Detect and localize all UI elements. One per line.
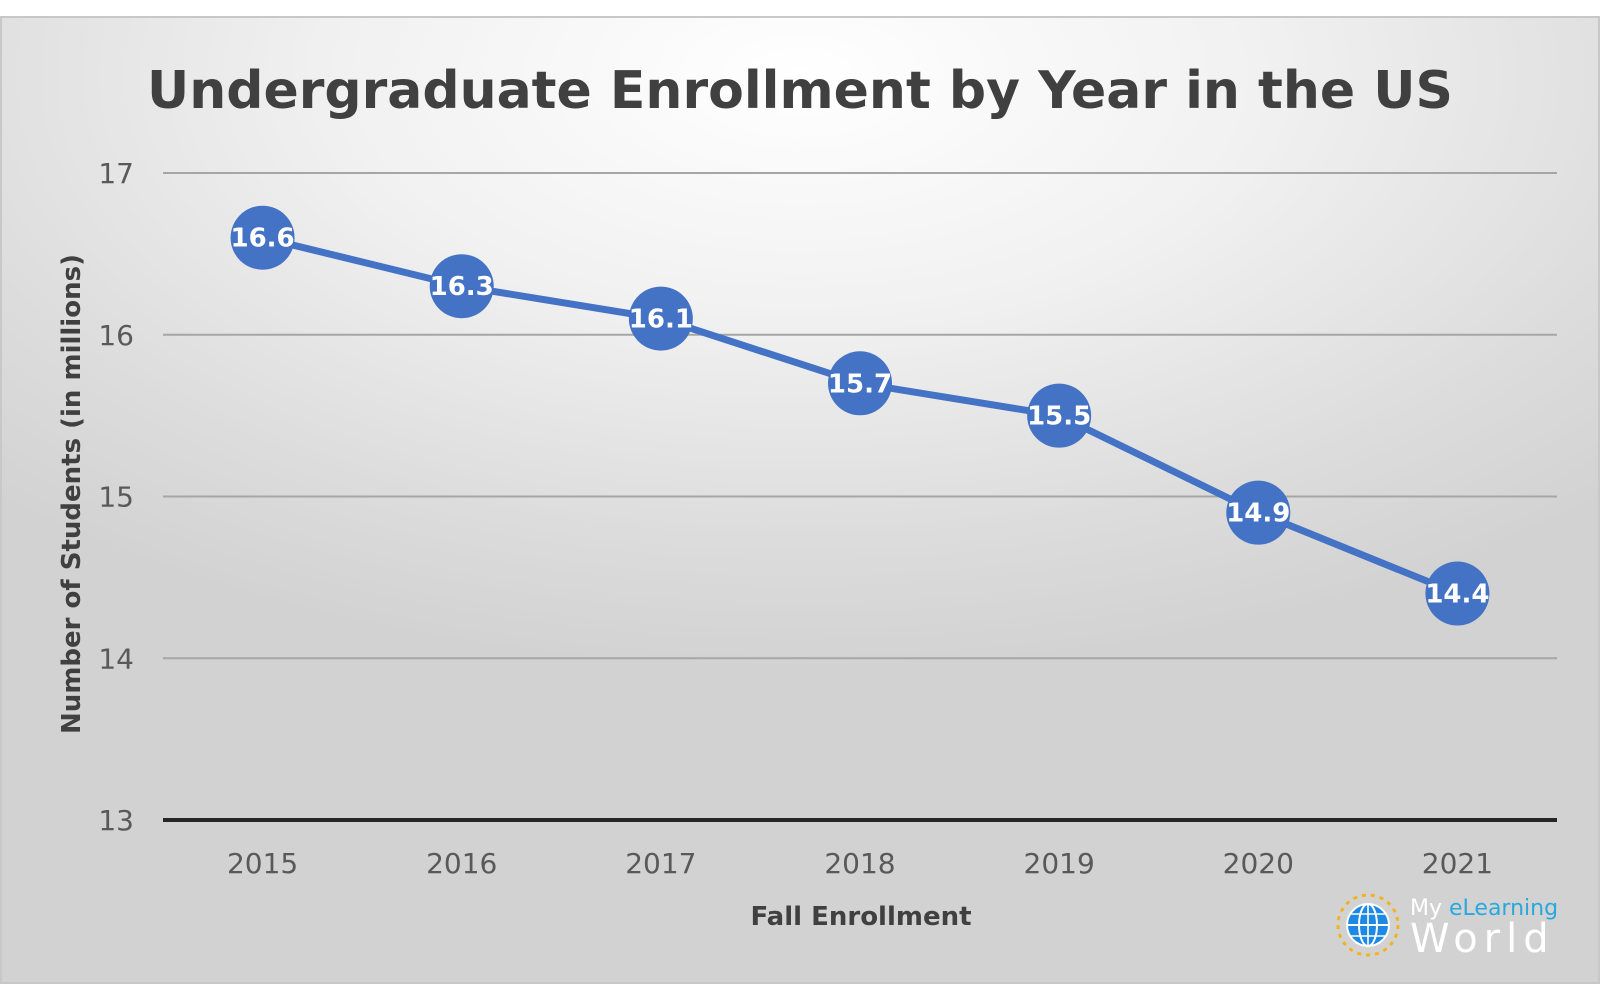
series-enrollment: 16.6 16.3 16.1 15.7 15.5 14.9 14.4 bbox=[230, 205, 1490, 626]
chart-title: Undergraduate Enrollment by Year in the … bbox=[147, 61, 1453, 121]
data-point-marker bbox=[628, 286, 693, 351]
data-point-marker bbox=[1027, 383, 1092, 448]
y-axis-title: Number of Students (in millions) bbox=[57, 254, 87, 734]
brand-logo: My eLearning World bbox=[1336, 893, 1558, 962]
y-tick-label: 13 bbox=[98, 804, 134, 837]
y-tick-label: 17 bbox=[98, 157, 134, 190]
data-point-marker bbox=[230, 205, 295, 270]
globe-icon bbox=[1336, 893, 1400, 957]
data-point-marker bbox=[1425, 561, 1490, 626]
data-point-marker bbox=[828, 351, 892, 416]
x-tick-label: 2016 bbox=[426, 847, 497, 880]
logo-text-top: My eLearning bbox=[1410, 896, 1558, 921]
y-tick-label: 15 bbox=[98, 481, 134, 514]
y-tick-label: 16 bbox=[98, 319, 134, 352]
x-axis-title: Fall Enrollment bbox=[750, 902, 971, 932]
data-point-marker bbox=[429, 254, 494, 319]
x-tick-label: 2018 bbox=[824, 847, 895, 880]
data-label: 15.7 bbox=[828, 369, 892, 399]
data-label: 14.4 bbox=[1425, 580, 1489, 610]
x-tick-label: 2021 bbox=[1422, 847, 1493, 880]
data-label: 16.3 bbox=[430, 272, 494, 302]
x-tick-label: 2019 bbox=[1024, 847, 1095, 880]
data-label: 16.1 bbox=[629, 305, 693, 335]
chart-panel bbox=[0, 16, 1600, 984]
data-label: 16.6 bbox=[230, 224, 294, 254]
data-point-marker bbox=[1226, 480, 1291, 545]
y-axis-ticks: 13 14 15 16 17 bbox=[98, 157, 134, 837]
x-tick-label: 2017 bbox=[625, 847, 696, 880]
x-axis-ticks: 2015 2016 2017 2018 2019 2020 2021 bbox=[227, 847, 1493, 880]
x-tick-label: 2015 bbox=[227, 847, 298, 880]
logo-text-bottom: World bbox=[1410, 916, 1555, 962]
x-tick-label: 2020 bbox=[1223, 847, 1294, 880]
data-label: 15.5 bbox=[1027, 402, 1091, 432]
data-label: 14.9 bbox=[1226, 499, 1290, 529]
gridlines bbox=[163, 172, 1557, 822]
y-tick-label: 14 bbox=[98, 642, 134, 675]
